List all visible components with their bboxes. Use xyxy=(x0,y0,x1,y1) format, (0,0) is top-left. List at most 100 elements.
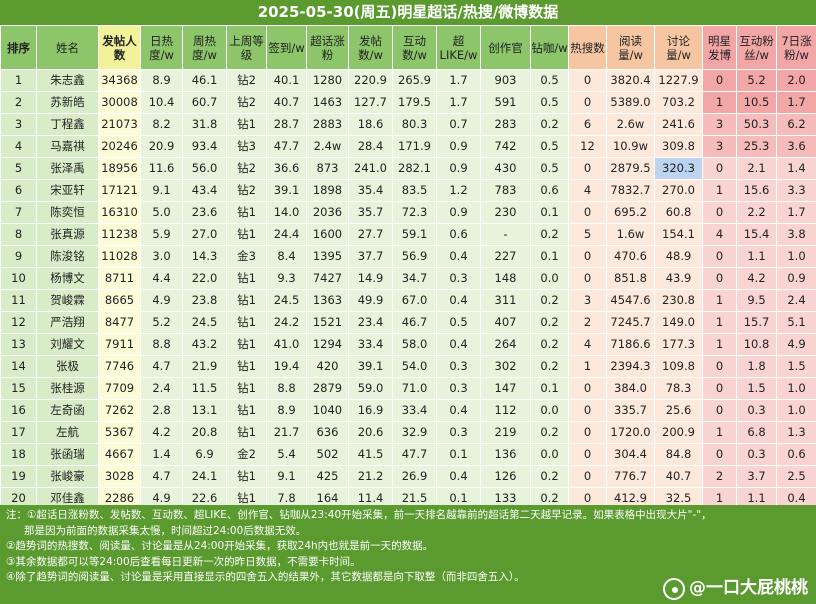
table-cell: 0 xyxy=(568,377,607,400)
star-name-cell: 左航 xyxy=(36,421,99,444)
star-name-cell: 苏新皓 xyxy=(36,91,99,114)
table-cell: 12 xyxy=(0,311,37,334)
table-cell: 302 xyxy=(480,355,531,378)
note-line: ②趋势词的热搜数、阅读量、讨论量是从24:00开始采集，获取24h内也就是前一天… xyxy=(6,540,434,552)
star-name-cell: 丁程鑫 xyxy=(36,113,99,136)
table-cell: 26.9 xyxy=(392,465,437,488)
table-cell: 0 xyxy=(568,245,607,268)
table-cell: 9 xyxy=(0,245,37,268)
table-cell: 1 xyxy=(702,333,737,356)
table-cell: 304.4 xyxy=(606,443,655,466)
table-cell: 695.2 xyxy=(606,201,655,224)
table-cell: 59.0 xyxy=(348,377,393,400)
table-cell: 47.7 xyxy=(392,443,437,466)
table-cell: 54.0 xyxy=(392,355,437,378)
table-cell: 钻1 xyxy=(226,113,267,136)
table-cell: 14.3 xyxy=(182,245,227,268)
table-cell: 5.1 xyxy=(776,311,816,334)
table-cell: 8.8 xyxy=(140,333,183,356)
table-cell: 311 xyxy=(480,289,531,312)
table-cell: 60.8 xyxy=(654,201,703,224)
table-cell: 0.7 xyxy=(436,113,481,136)
table-cell: 1 xyxy=(702,487,737,510)
star-name-cell: 陈浚铭 xyxy=(36,245,99,268)
table-cell: 1.7 xyxy=(776,201,816,224)
table-row: 20 邓佳鑫 2286 4.9 22.6 钻1 7.8 164 11.4 21.5 0.1 133 0.… xyxy=(0,487,816,510)
note-line: 那是因为前面的数据采集太慢，时间超过24:00后数据无效。 xyxy=(24,524,307,537)
table-cell: 5389.0 xyxy=(606,91,655,114)
table-cell: 154.1 xyxy=(654,223,703,246)
table-cell: 0 xyxy=(702,355,737,378)
table-cell: 703.2 xyxy=(654,91,703,114)
table-cell: 6.8 xyxy=(736,421,777,444)
table-cell: 78.3 xyxy=(654,377,703,400)
table-cell: 钻1 xyxy=(226,421,267,444)
column-header: 钻咖/w xyxy=(530,25,569,70)
watermark: @一口大屁桃桃 xyxy=(663,578,808,600)
table-cell: 1.7 xyxy=(436,69,481,92)
table-cell: 6.2 xyxy=(776,113,816,136)
table-cell: 56.9 xyxy=(392,245,437,268)
table-cell: 11.4 xyxy=(348,487,393,510)
table-cell: 6 xyxy=(0,179,37,202)
table-cell: 2394.3 xyxy=(606,355,655,378)
table-cell: 1.7 xyxy=(776,91,816,114)
table-cell: 591 xyxy=(480,91,531,114)
table-cell: 1040 xyxy=(306,399,349,422)
table-cell: 179.5 xyxy=(392,91,437,114)
table-cell: 147 xyxy=(480,377,531,400)
table-cell: 13.1 xyxy=(182,399,227,422)
table-cell: 4.9 xyxy=(776,333,816,356)
table-cell: 23.4 xyxy=(348,311,393,334)
table-cell: 11 xyxy=(0,289,37,312)
table-cell: 4.2 xyxy=(736,267,777,290)
table-cell: 48.9 xyxy=(654,245,703,268)
table-cell: 0.5 xyxy=(530,157,569,180)
table-cell: 93.4 xyxy=(182,135,227,158)
table-cell: 2286 xyxy=(98,487,141,510)
table-cell: 23.6 xyxy=(182,201,227,224)
table-cell: 21.7 xyxy=(266,421,307,444)
table-cell: 21073 xyxy=(98,113,141,136)
table-cell: 1.1 xyxy=(736,245,777,268)
table-cell: 46.7 xyxy=(392,311,437,334)
table-cell: 2.8 xyxy=(140,399,183,422)
table-cell: 11.5 xyxy=(182,377,227,400)
table-cell: 67.0 xyxy=(392,289,437,312)
table-cell: 24.2 xyxy=(266,311,307,334)
table-row: 10 杨博文 8711 4.4 22.0 钻1 9.3 7427 14.9 34.7 0.3 148 0… xyxy=(0,267,816,290)
table-cell: 20 xyxy=(0,487,37,510)
column-header: 互动粉丝/w xyxy=(736,25,777,70)
table-cell: 钻1 xyxy=(226,355,267,378)
table-cell: 127.7 xyxy=(348,91,393,114)
table-cell: 11028 xyxy=(98,245,141,268)
table-cell: 35.4 xyxy=(348,179,393,202)
table-cell: 46.1 xyxy=(182,69,227,92)
table-cell: 2 xyxy=(568,311,607,334)
table-cell: 39.1 xyxy=(266,179,307,202)
table-cell: 241.6 xyxy=(654,113,703,136)
table-cell: 0 xyxy=(568,157,607,180)
table-cell: 2.5 xyxy=(776,465,816,488)
table-cell: 14.9 xyxy=(348,267,393,290)
table-cell: 0 xyxy=(702,267,737,290)
table-cell: 0 xyxy=(568,399,607,422)
star-name-cell: 张真源 xyxy=(36,223,99,246)
table-cell: 0.3 xyxy=(736,399,777,422)
table-cell: 10.9w xyxy=(606,135,655,158)
table-row: 19 张峻豪 3028 4.7 24.1 钻1 9.1 425 21.2 26.9 0.4 126 0.… xyxy=(0,465,816,488)
table-cell: 7186.6 xyxy=(606,333,655,356)
table-cell: 149.0 xyxy=(654,311,703,334)
table-cell: 21.5 xyxy=(392,487,437,510)
table-cell: 5.9 xyxy=(140,223,183,246)
table-cell: 283 xyxy=(480,113,531,136)
table-cell: 0 xyxy=(568,465,607,488)
column-header: 互动数/w xyxy=(392,25,437,70)
column-header: 排序 xyxy=(0,25,37,70)
table-cell: 22.6 xyxy=(182,487,227,510)
table-cell: 0.4 xyxy=(436,245,481,268)
table-cell: 24.5 xyxy=(266,289,307,312)
table-cell: 4.2 xyxy=(140,421,183,444)
table-cell: 0.1 xyxy=(530,201,569,224)
column-header: 发帖数/w xyxy=(348,25,393,70)
